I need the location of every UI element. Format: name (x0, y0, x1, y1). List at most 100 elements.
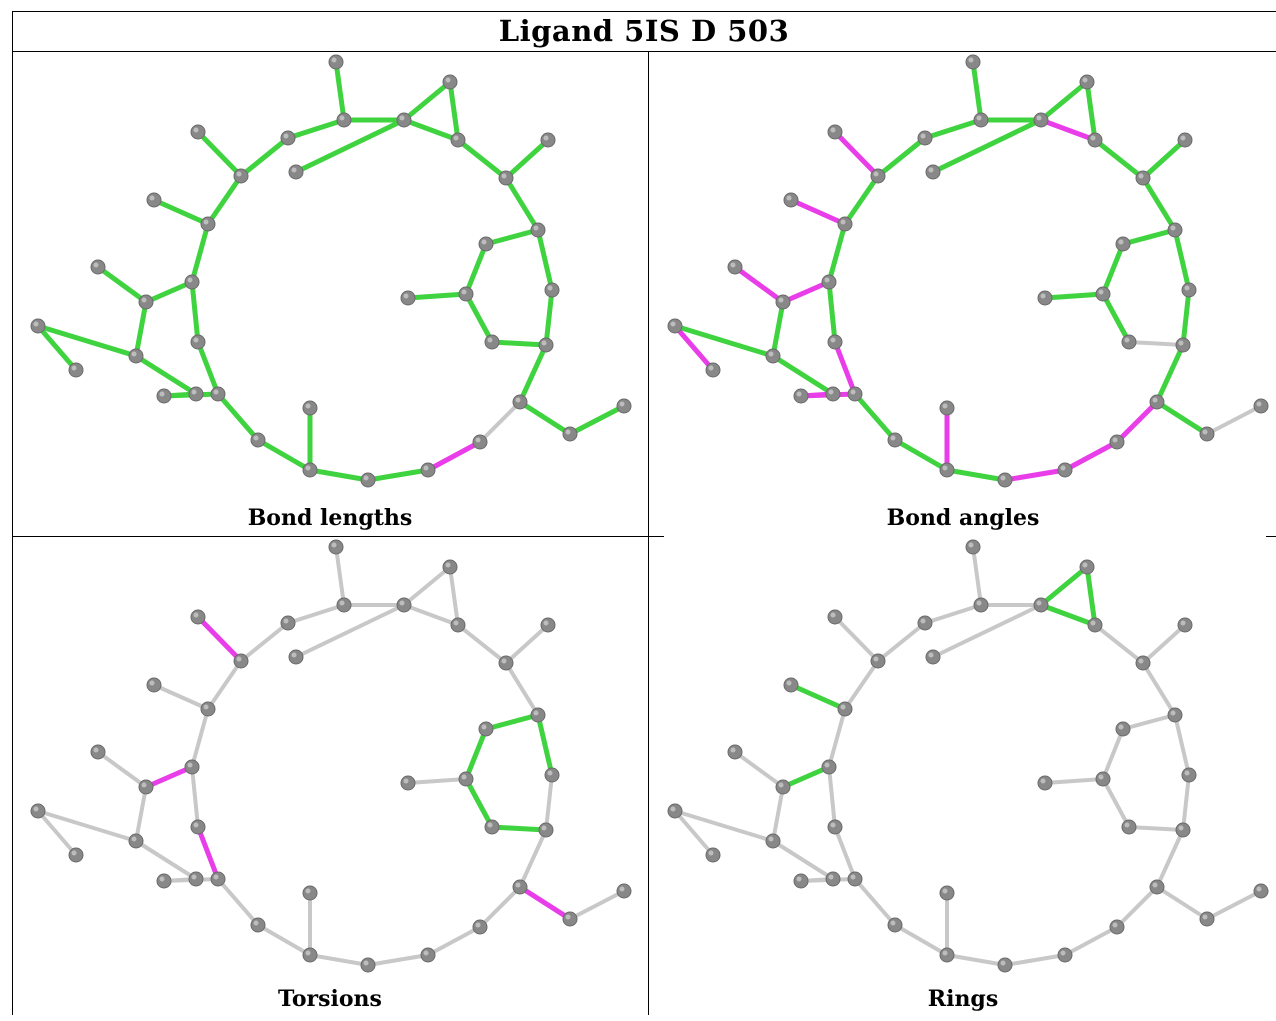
atom-highlight (1180, 135, 1186, 141)
atom-highlight (890, 920, 896, 926)
bond (733, 750, 785, 789)
atom-highlight (453, 135, 459, 141)
atom (360, 957, 376, 973)
atom-highlight (1098, 774, 1104, 780)
bond (535, 227, 555, 293)
bond (944, 467, 1008, 483)
atom-highlight (193, 612, 199, 618)
atom-highlight (708, 850, 714, 856)
bond (543, 287, 555, 348)
atom-highlight (778, 782, 784, 788)
atom-highlight (149, 195, 155, 201)
bond (893, 923, 949, 957)
atom (1135, 655, 1151, 671)
atom (837, 701, 853, 717)
atom-highlight (730, 747, 736, 753)
bond (1100, 241, 1126, 297)
atom (190, 124, 206, 140)
bond (1003, 953, 1067, 967)
atom (472, 434, 488, 450)
atom (336, 112, 352, 128)
atom (250, 432, 266, 448)
bond (483, 227, 541, 247)
atom-highlight (1202, 914, 1208, 920)
atom-highlight (533, 225, 539, 231)
atom (530, 222, 546, 238)
bond (826, 279, 838, 345)
atom (775, 294, 791, 310)
atom (870, 168, 886, 184)
bond (517, 884, 573, 922)
atom-highlight (283, 618, 289, 624)
bond (1140, 137, 1188, 181)
bond (504, 661, 540, 717)
bond (293, 117, 407, 175)
atom-highlight (291, 167, 297, 173)
caption-bond-lengths: Bond lengths (247, 505, 413, 531)
atom-highlight (187, 762, 193, 768)
bond (478, 885, 522, 929)
atom (793, 388, 809, 404)
atom (1057, 462, 1073, 478)
bond (478, 400, 522, 444)
atom (765, 833, 781, 849)
atom (616, 398, 632, 414)
bond (255, 437, 313, 473)
panel-torsions (12, 537, 648, 1021)
atom-highlight (423, 950, 429, 956)
atom (498, 655, 514, 671)
atom-highlight (363, 475, 369, 481)
bond (1038, 117, 1098, 143)
atom-highlight (708, 365, 714, 371)
bond (931, 603, 1043, 659)
atom-highlight (1098, 289, 1104, 295)
bond (333, 59, 347, 123)
atom-highlight (339, 600, 345, 606)
atom-highlight (445, 562, 451, 568)
atom (1037, 775, 1053, 791)
bond (405, 291, 469, 301)
atom (1135, 170, 1151, 186)
atom (1199, 426, 1215, 442)
bond (1114, 399, 1160, 445)
atom (540, 132, 556, 148)
bond (732, 264, 786, 305)
atom (847, 871, 863, 887)
row-divider-notch (634, 536, 664, 537)
atom (616, 883, 632, 899)
atom-highlight (253, 920, 259, 926)
atom-highlight (942, 403, 948, 409)
atom-highlight (501, 173, 507, 179)
atom-highlight (541, 825, 547, 831)
atom (210, 871, 226, 887)
bond (843, 659, 880, 711)
bond (448, 565, 460, 627)
atom (965, 54, 981, 70)
page-title: Ligand 5IS D 503 (498, 14, 790, 48)
atom-highlight (305, 403, 311, 409)
atom (837, 216, 853, 232)
atom (450, 132, 466, 148)
bond (1038, 79, 1090, 123)
bond (189, 221, 211, 285)
bond (334, 545, 346, 607)
atom-highlight (1060, 465, 1066, 471)
atom (200, 701, 216, 717)
atom-highlight (71, 850, 77, 856)
bond (205, 173, 244, 227)
atom-highlight (453, 620, 459, 626)
atom (458, 286, 474, 302)
atom-highlight (191, 874, 197, 880)
atom-highlight (920, 618, 926, 624)
atom-highlight (1036, 600, 1042, 606)
atom (146, 677, 162, 693)
atom-highlight (33, 806, 39, 812)
atom (1149, 879, 1165, 895)
bond (672, 323, 776, 359)
atom-highlight (475, 437, 481, 443)
bond (1101, 777, 1131, 829)
bond (673, 809, 715, 857)
bond (463, 776, 495, 830)
atom-highlight (830, 822, 836, 828)
atom (156, 388, 172, 404)
